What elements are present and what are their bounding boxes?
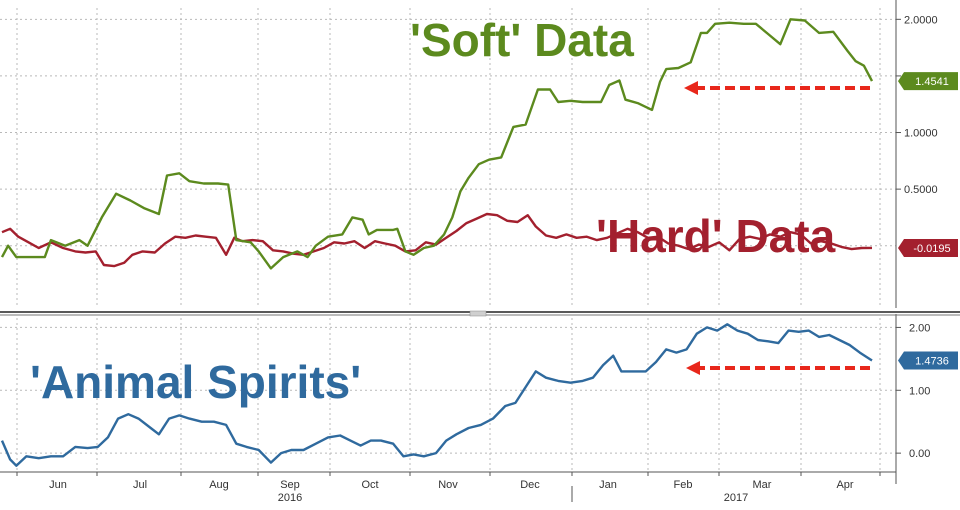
y-tick-label-bottom: 1.00 bbox=[909, 385, 930, 397]
hard-value-tag-text: -0.0195 bbox=[913, 243, 950, 255]
label-layer: Jun Jul Aug Sep Oct Nov Dec Jan Feb Mar Apr 2016 201… bbox=[49, 72, 958, 504]
x-tick-label: Jul bbox=[133, 479, 147, 491]
spirits-arrow bbox=[686, 361, 870, 375]
spirits-value-tag-text: 1.4736 bbox=[915, 356, 949, 368]
soft-data-line bbox=[0, 18, 874, 270]
year-label-2016: 2016 bbox=[278, 492, 302, 504]
x-tick-label: Nov bbox=[438, 479, 458, 491]
grid-layer bbox=[0, 8, 896, 472]
soft-arrow bbox=[684, 81, 870, 95]
y-tick-label-top: 2.0000 bbox=[904, 14, 938, 26]
x-tick-label: Aug bbox=[209, 479, 229, 491]
x-tick-label: Apr bbox=[836, 479, 853, 491]
soft-value-tag-bg bbox=[898, 72, 958, 91]
y-tick-label-top: 1.0000 bbox=[904, 128, 938, 140]
spirits-arrow-head bbox=[686, 361, 700, 375]
spirits-value-tag-bg bbox=[898, 351, 958, 370]
soft-arrow-head bbox=[684, 81, 698, 95]
x-tick-label: Sep bbox=[280, 479, 300, 491]
x-tick-label: Jun bbox=[49, 479, 67, 491]
hard-value-tag: -0.0195 bbox=[898, 238, 958, 257]
x-tick-label: Jan bbox=[599, 479, 617, 491]
annotation-layer: 'Soft' Data 'Hard' Data 'Animal Spirits' bbox=[30, 14, 870, 408]
animal-spirits-line bbox=[0, 323, 873, 467]
x-tick-label: Dec bbox=[520, 479, 540, 491]
hard-value-tag-bg bbox=[898, 238, 958, 257]
x-tick-label: Feb bbox=[674, 479, 693, 491]
series-layer bbox=[0, 18, 874, 467]
y-tick-label-bottom: 0.00 bbox=[909, 448, 930, 460]
y-tick-label-top: 0.5000 bbox=[904, 184, 938, 196]
year-label-2017: 2017 bbox=[724, 492, 748, 504]
soft-value-tag-text: 1.4541 bbox=[915, 76, 949, 88]
soft-value-tag: 1.4541 bbox=[898, 72, 958, 91]
soft-data-annotation: 'Soft' Data bbox=[410, 14, 634, 66]
animal-spirits-annotation: 'Animal Spirits' bbox=[30, 356, 361, 408]
panel-resize-handle bbox=[469, 310, 487, 317]
y-tick-label-bottom: 2.00 bbox=[909, 322, 930, 334]
hard-data-annotation: 'Hard' Data bbox=[596, 210, 836, 262]
x-tick-label: Mar bbox=[753, 479, 772, 491]
spirits-value-tag: 1.4736 bbox=[898, 351, 958, 370]
x-tick-label: Oct bbox=[361, 479, 378, 491]
